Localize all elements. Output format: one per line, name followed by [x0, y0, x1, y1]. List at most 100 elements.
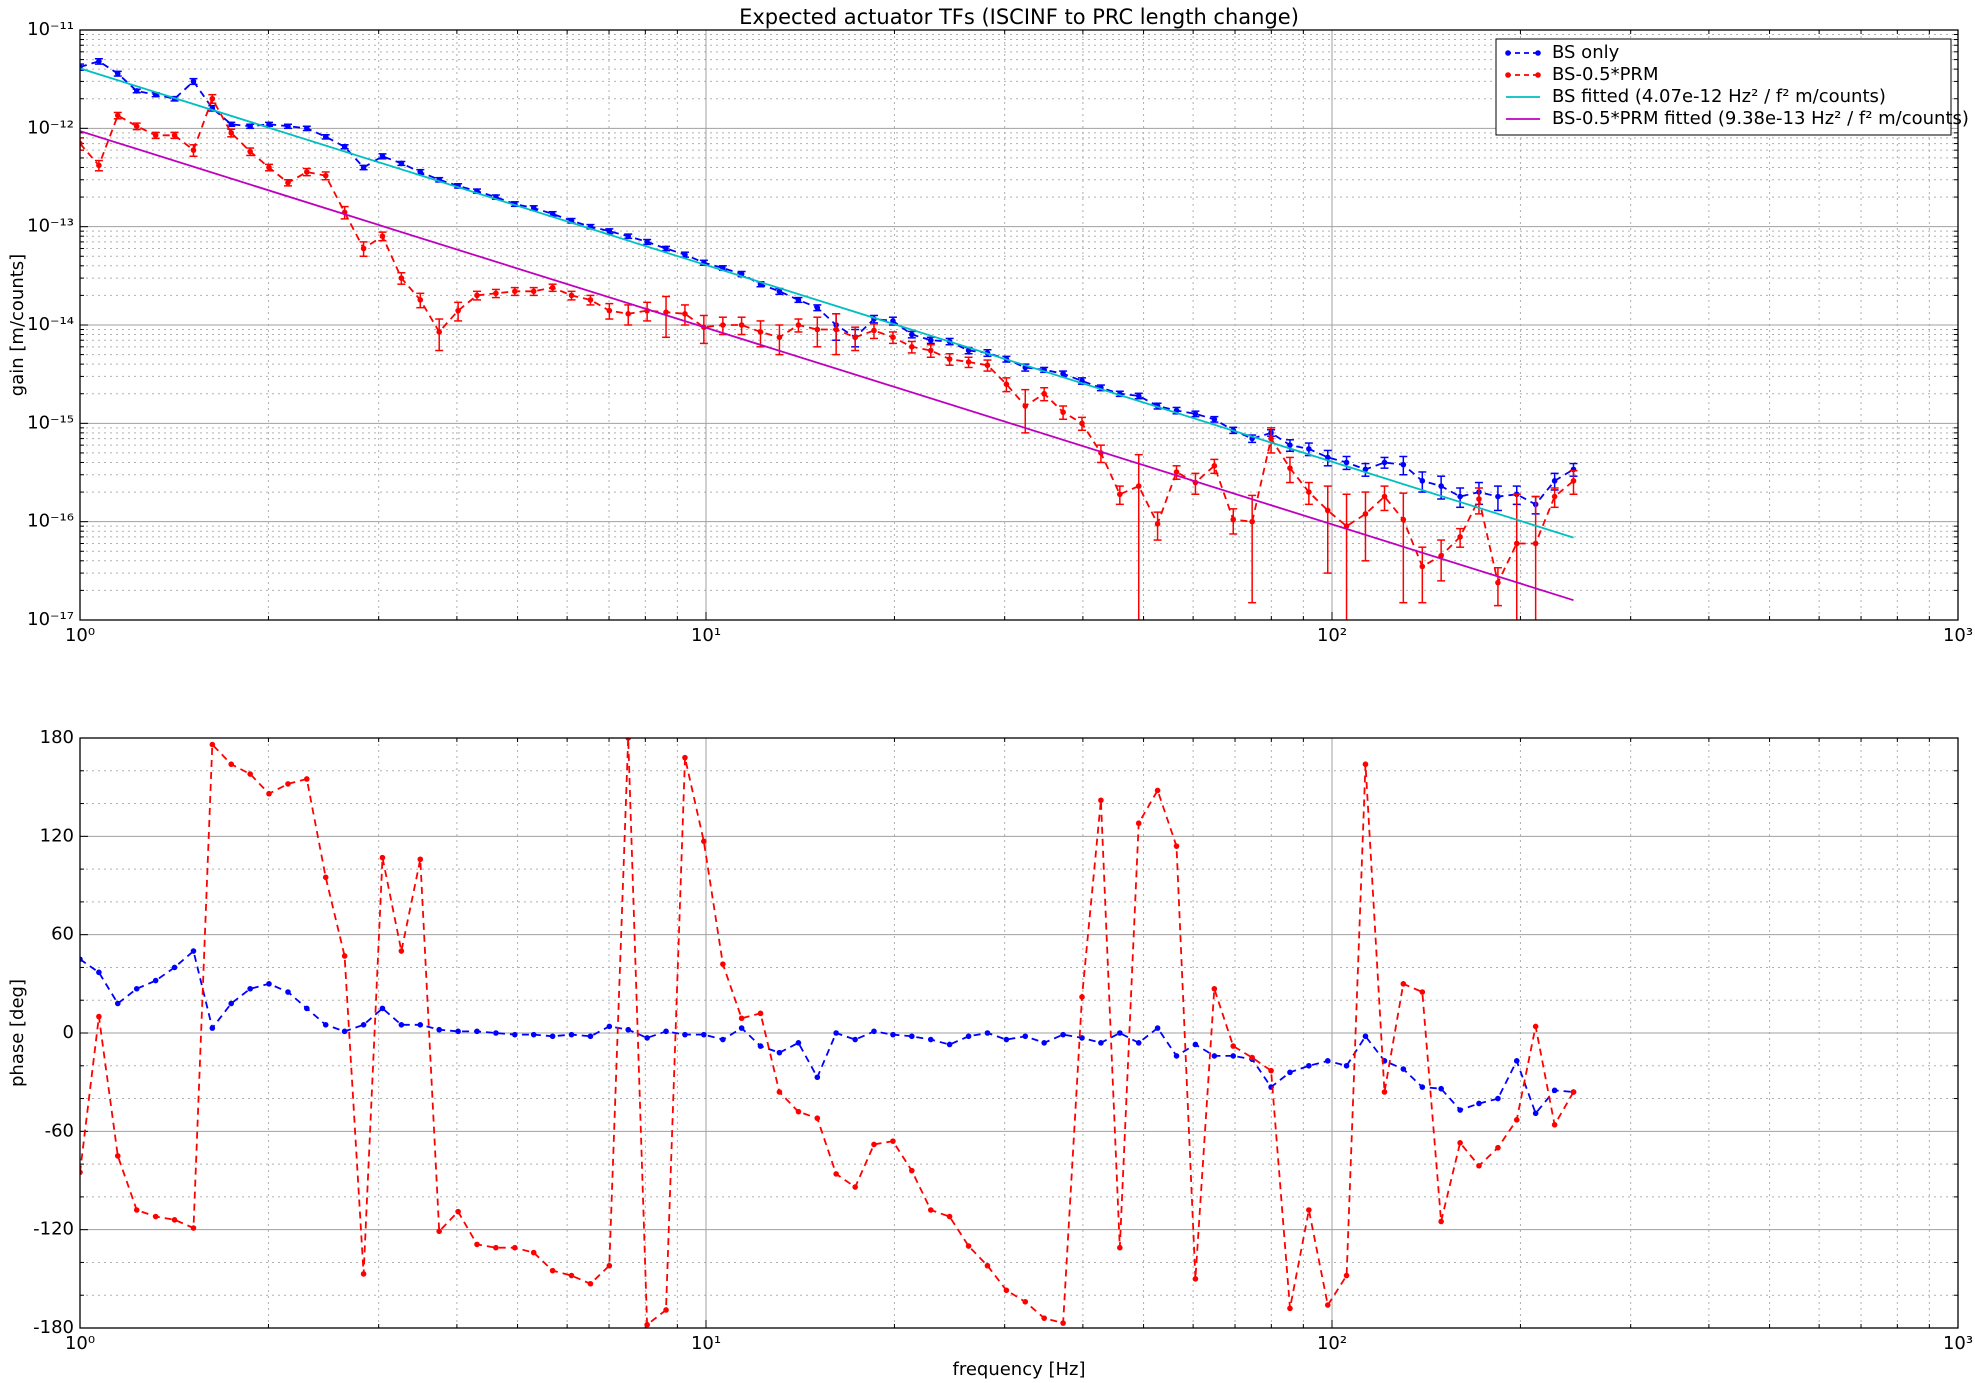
data-point: [133, 1207, 140, 1213]
data-point: [1476, 1100, 1482, 1107]
data-point: [1154, 521, 1161, 527]
y-tick-label: 10⁻¹¹: [27, 19, 74, 40]
y-tick-label: 10⁻¹⁷: [27, 609, 74, 630]
data-point: [379, 1005, 386, 1012]
data-point: [1079, 994, 1085, 1000]
data-point: [96, 1013, 102, 1020]
data-point: [1211, 462, 1218, 469]
data-point: [1003, 381, 1010, 388]
x-tick-label: 10²: [1317, 625, 1347, 646]
data-point: [1570, 1089, 1577, 1095]
data-point: [341, 143, 348, 150]
data-point: [417, 169, 424, 175]
plot-area: [80, 738, 1577, 1328]
data-point: [1362, 511, 1369, 517]
data-point: [795, 1108, 802, 1115]
data-point: [1495, 1144, 1501, 1151]
data-point: [965, 347, 972, 354]
error-bar: [1437, 539, 1446, 582]
chart-title: Expected actuator TFs (ISCINF to PRC len…: [739, 5, 1299, 29]
data-point: [530, 205, 537, 211]
data-point: [266, 164, 272, 171]
data-point: [436, 1026, 442, 1033]
data-point: [474, 1241, 480, 1248]
data-point: [303, 776, 310, 782]
data-point: [1457, 493, 1463, 500]
data-point: [1135, 820, 1142, 827]
legend-marker: [1535, 50, 1541, 56]
data-point: [530, 1249, 537, 1256]
data-point: [1098, 1040, 1104, 1046]
data-point: [776, 334, 783, 341]
data-point: [1495, 1095, 1501, 1102]
data-point: [663, 1028, 669, 1035]
data-point: [587, 1280, 594, 1287]
data-point: [625, 738, 632, 741]
error-bar: [80, 137, 84, 151]
data-point: [682, 310, 688, 317]
legend-label: BS-0.5*PRM: [1552, 64, 1658, 85]
data-point: [1060, 1031, 1066, 1038]
data-point: [852, 1184, 858, 1190]
data-point: [890, 1138, 896, 1144]
series-line: [80, 67, 1574, 539]
legend-box: [1495, 38, 1952, 136]
data-point: [530, 1031, 537, 1038]
data-point: [1343, 1272, 1350, 1279]
error-bar: [1399, 492, 1408, 604]
data-point: [1343, 459, 1350, 466]
data-point: [228, 121, 235, 128]
data-point: [1117, 1244, 1123, 1251]
data-point: [474, 292, 480, 299]
data-point: [568, 292, 575, 299]
data-point: [606, 1262, 613, 1269]
data-point: [1041, 1315, 1047, 1321]
data-point: [1173, 469, 1180, 475]
data-point: [266, 981, 272, 987]
plot-area: [80, 58, 1578, 620]
data-point: [1457, 1140, 1463, 1146]
data-point: [190, 948, 197, 954]
data-point: [1457, 534, 1463, 540]
legend-label: BS only: [1552, 42, 1620, 63]
y-tick-label: 0: [63, 1022, 74, 1043]
data-point: [1211, 985, 1218, 992]
data-point: [682, 754, 688, 761]
data-point: [965, 1243, 972, 1249]
data-point: [1457, 1107, 1463, 1113]
data-point: [1230, 1053, 1237, 1059]
data-point: [285, 123, 291, 130]
error-bar: [832, 313, 841, 356]
data-point: [1381, 459, 1388, 466]
data-point: [890, 318, 896, 324]
data-point: [795, 297, 802, 303]
data-point: [436, 1228, 442, 1235]
data-point: [644, 1321, 650, 1328]
error-bar: [1323, 485, 1332, 574]
axes-frame: [79, 737, 1959, 1329]
data-point: [701, 1031, 707, 1038]
series-line: [80, 130, 1574, 602]
data-point: [190, 78, 197, 85]
data-point: [833, 1030, 839, 1036]
data-point: [757, 1043, 764, 1049]
data-point: [303, 125, 310, 132]
data-point: [814, 304, 821, 311]
data-point: [1306, 489, 1312, 495]
data-point: [1135, 1040, 1142, 1046]
data-point: [1211, 1053, 1218, 1059]
data-point: [776, 1049, 783, 1056]
data-point: [1400, 461, 1407, 468]
data-point: [1362, 466, 1369, 473]
data-point: [1135, 483, 1142, 489]
data-point: [909, 331, 915, 338]
data-point: [398, 948, 405, 954]
data-point: [549, 1033, 556, 1040]
data-point: [398, 275, 405, 281]
data-point: [303, 1005, 310, 1012]
axes-frame: [79, 29, 1959, 621]
series-line: [80, 738, 1575, 1327]
data-point: [871, 327, 877, 334]
